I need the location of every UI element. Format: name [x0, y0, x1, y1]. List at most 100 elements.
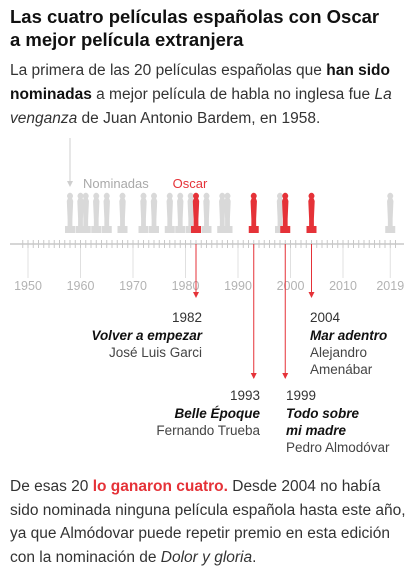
statuette-shape: [65, 192, 75, 233]
winner-statuette: [280, 192, 291, 233]
statuette-shape: [164, 192, 175, 233]
statuette-head: [250, 193, 257, 199]
winner-year: 2004: [310, 310, 341, 325]
statuette-head: [67, 193, 73, 199]
chart-title-line-1: Las cuatro películas españolas con Oscar: [10, 6, 380, 27]
statuette-shape: [222, 192, 233, 233]
winner-film-title: Volver a empezar: [91, 328, 202, 343]
statuette-head: [151, 193, 157, 199]
nominated-statuette: [65, 192, 75, 233]
intro-film-title: La venganza: [10, 86, 392, 127]
winner-annotations: 1982 Volver a empezar José Luis Garci 1993 B…: [91, 310, 390, 455]
statuette-head: [82, 193, 89, 199]
statuette-shape: [385, 192, 396, 233]
tick-label: 1970: [119, 279, 147, 293]
winner-director: Amenábar: [310, 362, 373, 377]
statuette-head: [140, 193, 147, 199]
outro-text-1: De esas 20: [10, 478, 93, 495]
statuette-head: [77, 193, 84, 199]
oscar-statuettes: [65, 192, 396, 233]
nominated-statuette: [164, 192, 175, 233]
oscar-timeline-chart: 1950 1960 1970 1980 1990 2000 2010 2019 Nominad…: [10, 138, 404, 455]
tick-label: 1980: [172, 279, 200, 293]
winner-year: 1982: [172, 310, 202, 325]
tick-label: 1960: [67, 279, 95, 293]
statuette-head: [177, 193, 184, 199]
statuette-head: [308, 193, 315, 199]
winner-leader-arrow: [282, 373, 289, 379]
tick-label: 1990: [224, 279, 252, 293]
statuette-head: [387, 193, 394, 199]
statuette-shape: [280, 192, 291, 233]
statuette-head: [203, 193, 210, 199]
nominated-statuette: [117, 192, 128, 233]
nominated-statuette: [101, 192, 112, 233]
statuette-shape: [201, 192, 212, 233]
statuette-shape: [80, 192, 91, 233]
statuette-head: [103, 193, 110, 199]
winner-film-title: Mar adentro: [310, 328, 387, 343]
chart-title: Las cuatro películas españolas con Oscar…: [10, 5, 410, 51]
statuette-shape: [248, 192, 259, 233]
legend-nominated-label: Nominadas: [83, 176, 149, 191]
outro-highlight: lo ganaron cuatro.: [92, 478, 228, 495]
statuette-head: [93, 193, 100, 199]
winner-director: Alejandro: [310, 345, 367, 360]
statuette-shape: [91, 192, 102, 233]
winner-statuette: [306, 192, 317, 233]
intro-text-2: a mejor película de habla no inglesa fue: [91, 86, 375, 103]
nominated-statuette: [138, 192, 149, 233]
statuette-head: [166, 193, 173, 199]
intro-text-1: La primera de las 20 películas españolas…: [10, 62, 327, 79]
chart-legend: Nominadas Oscar: [67, 138, 208, 191]
intro-text-3: de Juan Antonio Bardem, en 1958.: [77, 110, 321, 127]
statuette-shape: [117, 192, 128, 233]
nominated-statuette: [91, 192, 102, 233]
statuette-head: [219, 193, 226, 199]
statuette-head: [224, 193, 231, 199]
statuette-head: [119, 193, 126, 199]
nominated-statuette: [222, 192, 233, 233]
nominated-statuette: [175, 192, 186, 233]
statuette-head: [193, 193, 199, 199]
tick-label: 2010: [329, 279, 357, 293]
nominated-statuette: [149, 192, 159, 233]
statuette-shape: [306, 192, 317, 233]
legend-winner-label: Oscar: [173, 176, 208, 191]
tick-label: 1950: [14, 279, 42, 293]
winner-leader-arrow: [250, 373, 257, 379]
statuette-shape: [138, 192, 149, 233]
intro-paragraph: La primera de las 20 películas españolas…: [10, 59, 410, 131]
statuette-head: [277, 193, 283, 199]
outro-text-3: .: [252, 548, 257, 566]
statuette-shape: [101, 192, 112, 233]
winner-year: 1993: [230, 388, 260, 403]
statuette-shape: [191, 192, 201, 233]
winner-leader-arrow: [308, 292, 315, 298]
intro-highlight: han sido nominadas: [10, 62, 390, 103]
nominated-statuette: [385, 192, 396, 233]
winner-film-title: Todo sobre: [286, 406, 359, 421]
winner-film-title: mi madre: [286, 423, 347, 438]
winner-year: 1999: [286, 388, 316, 403]
legend-nominated-arrow: [67, 181, 73, 187]
winner-director: Fernando Trueba: [156, 423, 260, 438]
statuette-head: [187, 193, 194, 199]
statuette-shape: [175, 192, 186, 233]
winner-director: Pedro Almodóvar: [286, 440, 390, 455]
nominated-statuette: [80, 192, 91, 233]
winner-film-title: Belle Époque: [174, 406, 260, 421]
outro-text-2: Desde 2004 no había sido nominada ningun…: [10, 478, 406, 566]
winner-leader-arrow: [193, 292, 199, 298]
chart-title-line-2: a mejor película extranjera: [10, 29, 244, 50]
outro-film-title: Dolor y gloria: [160, 548, 253, 566]
tick-label: 2000: [277, 279, 305, 293]
timeline-markers: [193, 244, 315, 379]
winner-director: José Luis Garci: [109, 345, 202, 360]
winner-statuette: [191, 192, 201, 233]
nominated-statuette: [201, 192, 212, 233]
statuette-head: [282, 193, 289, 199]
timeline-axis: 1950 1960 1970 1980 1990 2000 2010 2019: [10, 240, 404, 293]
winner-statuette: [248, 192, 259, 233]
outro-paragraph: De esas 20 lo ganaron cuatro. Desde 2004…: [10, 475, 410, 569]
